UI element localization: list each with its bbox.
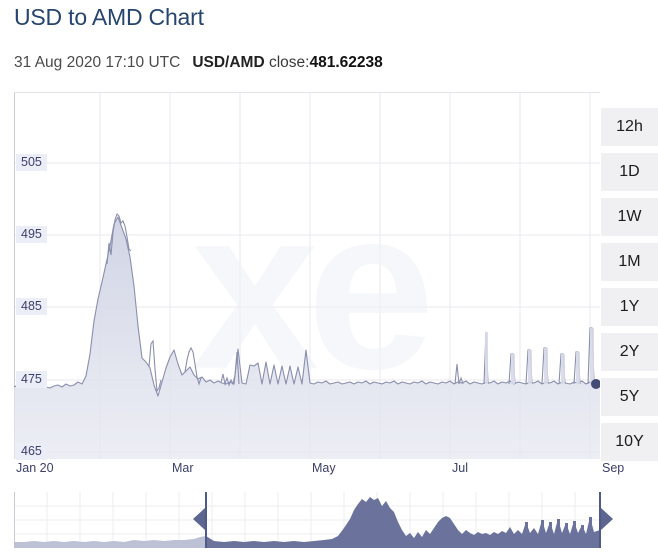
range-button-12h[interactable]: 12h	[601, 108, 658, 146]
range-button-5y[interactable]: 5Y	[601, 378, 658, 416]
range-button-10y[interactable]: 10Y	[601, 423, 658, 461]
range-button-2y[interactable]: 2Y	[601, 333, 658, 371]
y-axis-label-505: 505	[16, 154, 47, 171]
chart-timestamp: 31 Aug 2020 17:10 UTC	[14, 54, 181, 71]
range-selector-panel: 12h 1D 1W 1M 1Y 2Y 5Y 10Y	[601, 92, 658, 461]
y-axis-label-475: 475	[16, 371, 47, 388]
price-area-chart: xe	[14, 92, 600, 459]
y-axis-label-465: 465	[16, 443, 47, 460]
range-button-1m[interactable]: 1M	[601, 243, 658, 281]
x-axis-label-jan20: Jan 20	[16, 461, 54, 475]
xe-watermark: xe	[191, 160, 440, 417]
navigator-handle-right-arrow[interactable]	[601, 508, 613, 530]
main-plot-area[interactable]: xe	[14, 92, 600, 460]
range-button-1y[interactable]: 1Y	[601, 288, 658, 326]
x-axis-label-mar: Mar	[172, 461, 194, 475]
currency-pair-label: USD/AMD	[192, 54, 265, 71]
chart-navigator[interactable]	[14, 492, 613, 548]
navigator-mini-chart[interactable]	[14, 492, 600, 548]
navigator-handle-right[interactable]	[599, 492, 601, 548]
range-button-1w[interactable]: 1W	[601, 198, 658, 236]
range-button-1d[interactable]: 1D	[601, 153, 658, 191]
x-axis-label-sep: Sep	[602, 461, 625, 475]
navigator-handle-left-arrow[interactable]	[193, 508, 205, 530]
chart-subtitle: 31 Aug 2020 17:10 UTC USD/AMD close:481.6…	[14, 54, 383, 72]
x-axis-label-jul: Jul	[452, 461, 468, 475]
svg-text:xe: xe	[191, 160, 428, 417]
close-label: close:	[268, 54, 310, 71]
y-axis-label-495: 495	[16, 226, 47, 243]
page-title: USD to AMD Chart	[14, 4, 204, 30]
x-axis-label-may: May	[312, 461, 336, 475]
x-axis: Jan 20 Mar May Jul Sep	[14, 461, 624, 483]
last-price-marker	[591, 379, 600, 389]
navigator-handle-left[interactable]	[205, 492, 207, 548]
close-value: 481.62238	[309, 54, 383, 71]
y-axis-label-485: 485	[16, 298, 47, 315]
